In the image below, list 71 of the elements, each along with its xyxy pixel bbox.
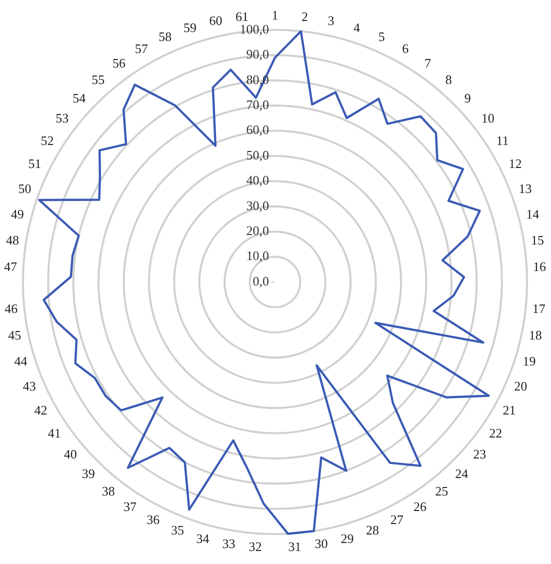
spoke-label: 53 (56, 110, 69, 126)
spoke-label: 42 (34, 402, 48, 418)
y-tick-label: 10,0 (246, 248, 269, 264)
spoke-label: 37 (123, 498, 137, 514)
spoke-label: 38 (102, 484, 115, 499)
spoke-label: 27 (390, 512, 404, 528)
spoke-label: 56 (112, 55, 126, 70)
spoke-label: 46 (4, 301, 18, 316)
spoke-label: 29 (340, 530, 354, 546)
spoke-label: 20 (514, 378, 528, 394)
spoke-label: 14 (526, 206, 540, 222)
spoke-label: 9 (464, 90, 471, 106)
spoke-label: 50 (18, 180, 32, 196)
y-tick-label: 40,0 (246, 172, 269, 188)
spoke-label: 24 (455, 466, 469, 482)
spoke-label: 47 (4, 258, 18, 274)
spoke-label: 17 (532, 301, 546, 316)
spoke-label: 60 (209, 12, 222, 28)
spoke-label: 3 (328, 12, 334, 28)
spoke-label: 26 (414, 498, 428, 514)
spoke-label: 45 (8, 327, 22, 342)
spoke-label: 6 (402, 41, 410, 56)
spoke-label: 40 (64, 446, 77, 462)
spoke-label: 16 (533, 258, 546, 274)
spoke-label: 36 (146, 512, 160, 528)
spoke-label: 8 (445, 72, 452, 87)
spoke-label: 54 (72, 90, 86, 106)
spoke-label: 59 (184, 20, 197, 35)
spoke-label: 31 (288, 538, 302, 554)
spoke-label: 58 (158, 29, 172, 44)
y-tick-label: 100,0 (240, 21, 269, 36)
spoke-label: 5 (378, 29, 385, 44)
spoke-label: 32 (248, 538, 262, 554)
y-tick-label: 90,0 (246, 46, 269, 62)
spoke-label: 48 (6, 232, 20, 248)
spoke-label: 44 (14, 353, 28, 368)
spoke-label: 30 (314, 536, 328, 552)
y-tick-label: 50,0 (246, 147, 269, 162)
y-tick-label: 0,0 (252, 273, 269, 288)
spoke-label: 28 (366, 522, 380, 538)
spoke-label: 21 (502, 402, 516, 418)
spoke-label: 2 (302, 8, 308, 24)
spoke-label: 23 (473, 446, 486, 462)
spoke-label: 25 (435, 484, 448, 499)
spoke-label: 35 (170, 522, 184, 538)
spoke-label: 49 (10, 206, 24, 222)
spoke-label: 12 (508, 156, 522, 172)
spoke-label: 55 (92, 72, 105, 87)
y-tick-label: 60,0 (246, 122, 269, 138)
spoke-label: 4 (353, 20, 360, 35)
spoke-label: 22 (489, 425, 502, 440)
spoke-label: 19 (522, 353, 536, 368)
spoke-label: 13 (518, 180, 532, 196)
spoke-label: 52 (40, 132, 54, 148)
spoke-label: 34 (196, 530, 210, 546)
y-tick-label: 70,0 (246, 96, 269, 112)
spoke-label: 10 (481, 110, 494, 126)
spoke-label: 61 (235, 8, 248, 24)
spoke-label: 18 (528, 327, 542, 342)
spoke-label: 51 (28, 156, 42, 172)
spoke-label: 15 (530, 232, 544, 248)
spoke-label: 39 (82, 466, 95, 482)
y-tick-label: 20,0 (246, 223, 269, 238)
spoke-label: 43 (22, 378, 36, 394)
y-tick-label: 30,0 (246, 198, 269, 213)
spoke-label: 41 (48, 425, 61, 440)
spoke-label: 1 (272, 8, 278, 23)
spoke-label: 57 (134, 41, 148, 56)
spoke-label: 7 (424, 55, 432, 70)
spoke-label: 33 (222, 536, 236, 552)
spoke-label: 11 (496, 132, 509, 148)
